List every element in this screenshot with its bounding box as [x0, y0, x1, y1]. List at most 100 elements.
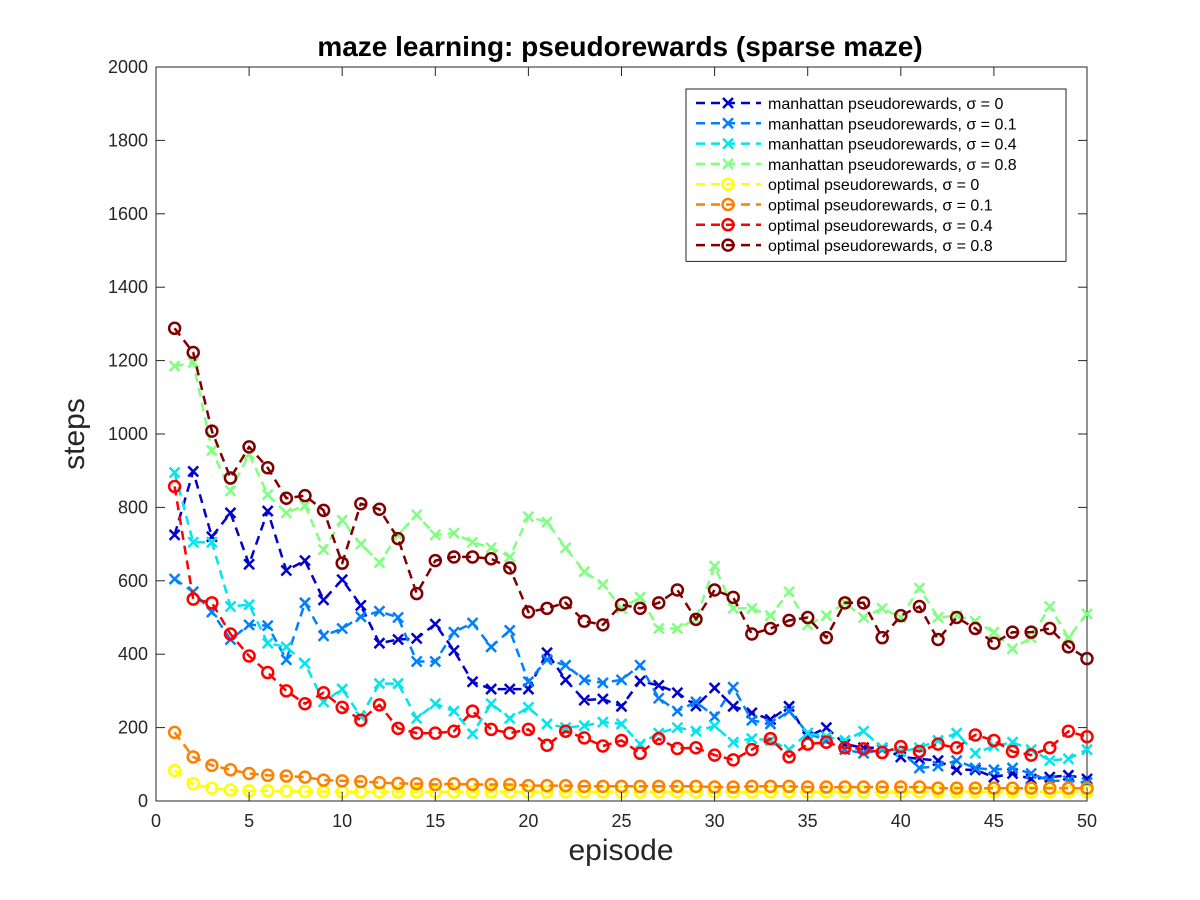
- data-point: [484, 777, 498, 792]
- data-point: [260, 665, 275, 680]
- data-point: [764, 718, 777, 730]
- data-point: [876, 602, 889, 615]
- data-point: [671, 622, 684, 635]
- legend-marker: [721, 177, 735, 191]
- data-point: [819, 735, 834, 750]
- data-point: [987, 733, 1001, 748]
- data-point: [392, 611, 404, 624]
- data-point: [782, 750, 796, 764]
- data-point: [279, 769, 294, 783]
- data-point: [651, 596, 666, 610]
- data-point: [205, 596, 219, 610]
- data-point: [485, 640, 498, 653]
- data-point: [912, 599, 927, 614]
- data-point: [391, 785, 405, 799]
- y-tick-label: 600: [118, 571, 148, 591]
- x-tick-label: 30: [705, 811, 725, 831]
- data-point: [633, 601, 647, 616]
- data-point: [168, 360, 181, 372]
- data-point: [1024, 748, 1038, 762]
- series-6: [167, 725, 1094, 795]
- data-point: [577, 779, 592, 794]
- data-point: [224, 485, 237, 497]
- data-point: [243, 558, 255, 571]
- data-point: [819, 780, 834, 794]
- data-point: [875, 780, 889, 794]
- data-point: [745, 602, 758, 615]
- data-point: [690, 696, 702, 708]
- data-point: [671, 721, 684, 734]
- data-point: [391, 531, 405, 546]
- data-point: [558, 724, 573, 739]
- data-point: [690, 725, 702, 738]
- data-point: [223, 471, 238, 485]
- data-point: [949, 781, 964, 795]
- series-layer: [167, 321, 1094, 799]
- data-point: [335, 700, 349, 715]
- data-point: [558, 778, 573, 793]
- data-point: [540, 738, 554, 752]
- data-point: [969, 762, 982, 774]
- data-point: [223, 783, 238, 797]
- data-point: [465, 785, 480, 799]
- data-point: [931, 781, 945, 795]
- series-line: [173, 486, 1088, 762]
- data-point: [447, 785, 461, 799]
- data-point: [783, 705, 795, 717]
- data-point: [932, 734, 944, 747]
- data-point: [243, 598, 255, 611]
- data-point: [242, 649, 256, 663]
- data-point: [503, 785, 517, 799]
- legend-item: manhattan pseudorewards, σ = 0.4: [696, 137, 1017, 154]
- data-point: [484, 785, 498, 799]
- data-point: [578, 694, 591, 706]
- data-point: [745, 627, 759, 641]
- data-point: [409, 726, 424, 740]
- data-point: [167, 725, 182, 740]
- data-point: [894, 739, 908, 754]
- data-point: [224, 600, 237, 613]
- data-point: [485, 697, 498, 710]
- data-point: [522, 675, 535, 688]
- data-point: [652, 679, 665, 692]
- data-point: [279, 491, 294, 505]
- data-point: [764, 609, 777, 622]
- y-axis-label: steps: [58, 398, 91, 470]
- data-point: [503, 624, 516, 637]
- data-point: [1005, 781, 1020, 795]
- data-point: [559, 674, 572, 686]
- data-point: [279, 784, 294, 798]
- series-7: [167, 479, 1094, 767]
- data-point: [429, 697, 442, 710]
- legend-item: manhattan pseudorewards, σ = 0.1: [696, 116, 1017, 133]
- legend-marker: [722, 137, 734, 150]
- data-point: [670, 741, 685, 756]
- data-point: [856, 785, 871, 799]
- data-point: [521, 605, 536, 619]
- data-point: [168, 573, 181, 585]
- data-point: [1062, 752, 1075, 765]
- data-point: [875, 630, 889, 645]
- data-point: [559, 659, 572, 672]
- data-point: [782, 613, 796, 628]
- data-point: [335, 556, 349, 570]
- data-point: [317, 543, 330, 556]
- data-point: [317, 629, 330, 642]
- data-point: [671, 705, 684, 717]
- x-tick-label: 20: [518, 811, 538, 831]
- data-point: [596, 693, 609, 705]
- data-point: [838, 741, 852, 755]
- data-point: [614, 597, 629, 612]
- data-point: [448, 626, 460, 639]
- legend-marker: [722, 117, 734, 130]
- data-point: [1006, 642, 1019, 655]
- data-point: [745, 742, 759, 757]
- data-point: [670, 583, 685, 597]
- data-point: [596, 716, 609, 728]
- data-point: [409, 777, 424, 791]
- legend-label: manhattan pseudorewards, σ = 0.1: [768, 116, 1017, 133]
- x-tick-label: 0: [151, 811, 161, 831]
- legend-label: optimal pseudorewards, σ = 0.4: [768, 218, 993, 235]
- data-point: [913, 582, 926, 595]
- data-point: [969, 747, 982, 760]
